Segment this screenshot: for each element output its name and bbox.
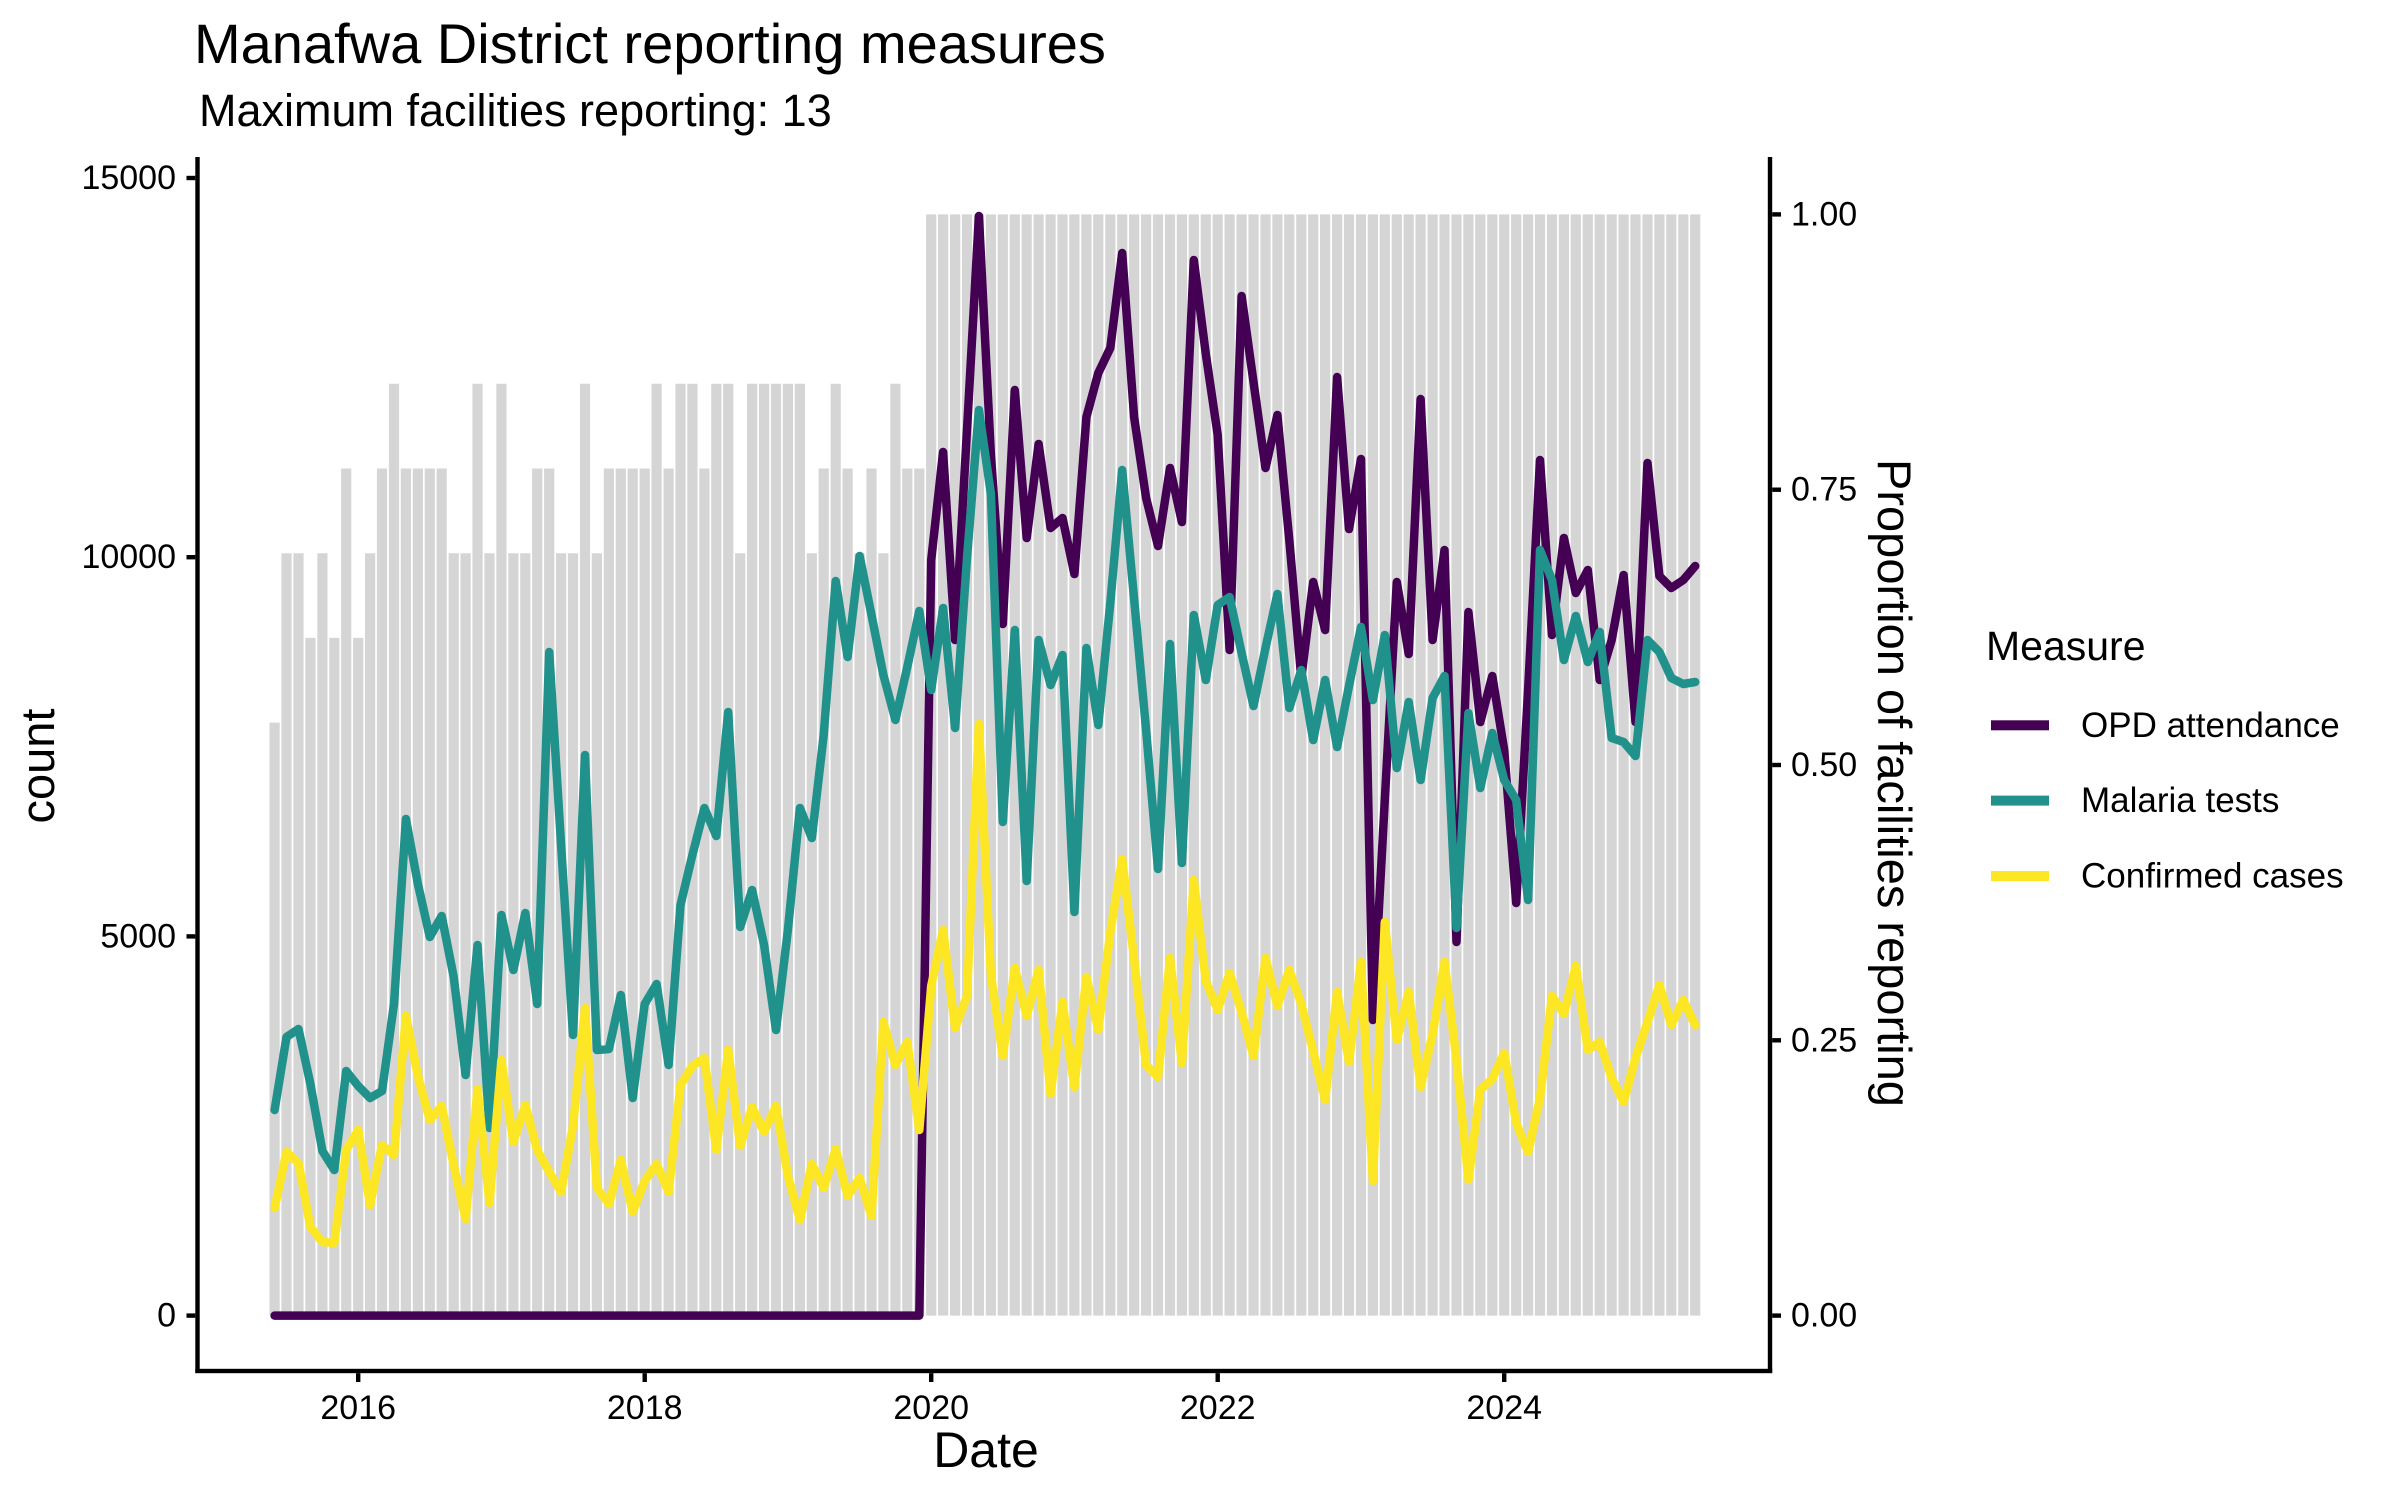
- svg-text:Malaria tests: Malaria tests: [2081, 781, 2279, 820]
- svg-text:OPD attendance: OPD attendance: [2081, 706, 2340, 745]
- svg-text:2018: 2018: [607, 1389, 683, 1427]
- svg-text:1.00: 1.00: [1791, 195, 1857, 233]
- svg-text:2022: 2022: [1180, 1389, 1256, 1427]
- svg-text:5000: 5000: [100, 917, 176, 955]
- svg-text:0.25: 0.25: [1791, 1021, 1857, 1059]
- svg-text:Maximum facilities reporting:: Maximum facilities reporting: 13: [199, 85, 832, 136]
- svg-text:2020: 2020: [893, 1389, 969, 1427]
- svg-text:count: count: [11, 709, 64, 824]
- svg-text:15000: 15000: [81, 159, 176, 197]
- svg-text:0.00: 0.00: [1791, 1297, 1857, 1335]
- svg-text:10000: 10000: [81, 538, 176, 576]
- svg-text:Date: Date: [933, 1422, 1039, 1478]
- svg-text:Measure: Measure: [1986, 623, 2146, 669]
- svg-text:Manafwa District reporting mea: Manafwa District reporting measures: [194, 12, 1106, 75]
- svg-text:2016: 2016: [320, 1389, 396, 1427]
- svg-text:0.50: 0.50: [1791, 746, 1857, 784]
- svg-text:0.75: 0.75: [1791, 471, 1857, 509]
- svg-text:Confirmed cases: Confirmed cases: [2081, 857, 2344, 896]
- svg-text:0: 0: [157, 1297, 176, 1335]
- svg-text:2024: 2024: [1466, 1389, 1542, 1427]
- svg-text:Proportion of facilities repor: Proportion of facilities reporting: [1868, 459, 1921, 1107]
